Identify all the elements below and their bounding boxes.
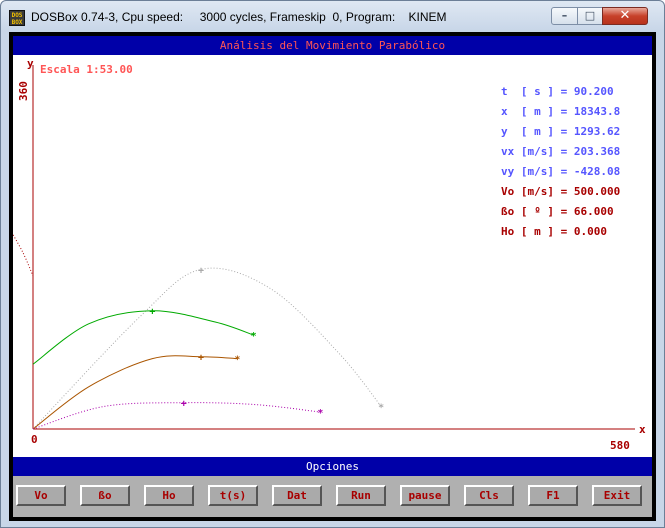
dosbox-app-icon: DOS BOX [9,10,25,26]
vo-button[interactable]: Vo [16,485,66,506]
trajectory-line-1 [32,310,254,365]
y-axis-label: y [27,57,34,70]
readout-label: vx [m/s] = [501,145,568,158]
trajectory-line-2 [32,355,238,430]
readout-row: vy [m/s] = -428.08 [501,165,620,178]
readout-row: y [ m ] = 1293.62 [501,125,620,138]
maximize-button[interactable]: □ [577,7,603,25]
run-button[interactable]: Run [336,485,386,506]
y-tick-max: 360 [17,81,30,101]
readout-value: 1293.62 [573,125,621,138]
readout-value: -428.08 [573,165,621,178]
beta-button[interactable]: ßo [80,485,130,506]
apex-marker: + [149,307,155,318]
readout-label: Ho [ m ] = [501,225,568,238]
x-axis-label: x [639,423,646,436]
readout-row: Ho [ m ] = 0.000 [501,225,607,238]
options-toolbar: Vo ßo Ho t(s) Dat Run pause Cls F1 Exit [13,476,652,517]
readout-label: vy [m/s] = [501,165,568,178]
close-button[interactable]: ✕ [602,7,648,25]
readout-label: x [ m ] = [501,105,568,118]
end-marker: * [317,408,323,419]
trajectory-line-4 [13,233,34,277]
scale-label: Escala 1:53.00 [40,63,133,76]
pause-button[interactable]: pause [400,485,450,506]
apex-marker: + [198,353,204,364]
apex-marker: + [181,399,187,410]
cls-button[interactable]: Cls [464,485,514,506]
readout-label: t [ s ] = [501,85,568,98]
x-tick-max: 580 [610,439,630,452]
trajectory-svg: y x 0 580 360 Escala 1:53.00 + * + * + * + * [13,57,646,452]
window-title: DOSBox 0.74-3, Cpu speed: 3000 cycles, F… [31,10,447,24]
exit-button[interactable]: Exit [592,485,642,506]
readout-row: x [ m ] = 18343.8 [501,105,620,118]
options-bar: Opciones [13,457,652,476]
app-header: Análisis del Movimiento Parabólico [13,36,652,55]
minimize-button[interactable]: – [551,7,578,25]
dat-button[interactable]: Dat [272,485,322,506]
close-icon: ✕ [619,8,631,23]
ho-button[interactable]: Ho [144,485,194,506]
time-button[interactable]: t(s) [208,485,258,506]
readout-label: ßo [ º ] = [501,205,568,218]
readout-value: 90.200 [573,85,614,98]
minimize-icon: – [561,9,568,22]
title-bar[interactable]: DOS BOX DOSBox 0.74-3, Cpu speed: 3000 c… [1,1,664,33]
readout-row: t [ s ] = 90.200 [501,85,614,98]
readout-value: 0.000 [573,225,607,238]
readout-row: vx [m/s] = 203.368 [501,145,620,158]
series-layer: + * + * + * + * [13,233,384,430]
readout-value: 66.000 [573,205,614,218]
f1-button[interactable]: F1 [528,485,578,506]
readout-label: Vo [m/s] = [501,185,568,198]
readout-row: ßo [ º ] = 66.000 [501,205,614,218]
trajectory-line-0 [32,267,382,430]
trajectory-plot: y x 0 580 360 Escala 1:53.00 + * + * + * + * t … [13,55,652,457]
readout-label: y [ m ] = [501,125,568,138]
end-marker: * [378,402,384,413]
apex-marker: + [198,265,204,276]
maximize-icon: □ [584,9,596,22]
x-tick-min: 0 [31,433,38,446]
readout-row: Vo [m/s] = 500.000 [501,185,620,198]
readout-value: 203.368 [573,145,621,158]
readout-value: 500.000 [573,185,621,198]
readout-value: 18343.8 [573,105,621,118]
trajectory-line-3 [32,402,321,430]
dosbox-client-area: Análisis del Movimiento Parabólico y x 0… [9,32,656,521]
end-marker: * [251,331,257,342]
end-marker: * [234,355,240,366]
dos-screen[interactable]: Análisis del Movimiento Parabólico y x 0… [13,36,652,517]
